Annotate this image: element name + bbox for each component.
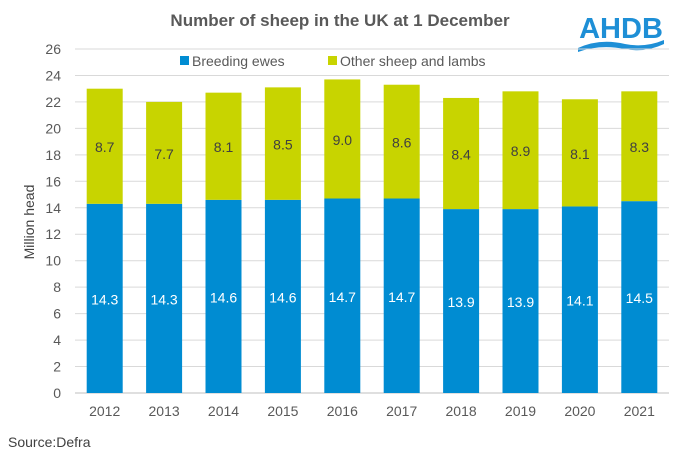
legend-breeding-ewes-swatch [180,56,189,65]
logo-text: AHDB [579,13,663,45]
data-label: 8.3 [630,139,650,155]
data-label: 8.5 [273,137,293,153]
bar-breeding-ewes-2020 [561,206,598,393]
data-label: 14.1 [566,293,593,309]
bar-other-sheep-2016 [324,79,361,199]
x-tick-label: 2021 [624,403,655,419]
y-tick-label: 2 [53,359,61,375]
x-tick-label: 2020 [564,403,595,419]
legend-breeding-ewes-label: Breeding ewes [192,53,285,69]
data-label: 14.3 [91,291,118,307]
y-tick-label: 0 [53,385,61,401]
x-tick-label: 2018 [446,403,477,419]
data-label: 8.9 [511,143,531,159]
legend-other-sheep-label: Other sheep and lambs [340,53,486,69]
bar-breeding-ewes-2019 [502,209,539,393]
data-label: 8.1 [570,146,590,162]
bar-other-sheep-2018 [443,97,480,210]
y-tick-label: 20 [45,120,61,136]
bar-other-sheep-2020 [561,99,598,207]
data-label: 13.9 [507,294,534,310]
legend-other-sheep-swatch [328,56,337,65]
y-tick-label: 14 [45,200,61,216]
bar-other-sheep-2014 [205,92,242,200]
y-tick-label: 24 [45,67,61,83]
bar-breeding-ewes-2016 [324,198,361,393]
bar-breeding-ewes-2021 [621,201,658,393]
bar-breeding-ewes-2013 [146,203,183,393]
bar-other-sheep-2015 [264,87,301,200]
chart-title: Number of sheep in the UK at 1 December [170,11,510,30]
bar-breeding-ewes-2018 [443,209,480,393]
bar-breeding-ewes-2014 [205,199,242,393]
bar-other-sheep-2013 [146,101,183,204]
data-label: 14.6 [210,289,237,305]
y-axis-label: Million head [21,185,37,260]
y-tick-label: 22 [45,94,61,110]
data-label: 14.5 [626,290,653,306]
data-label: 8.7 [95,139,115,155]
bar-breeding-ewes-2012 [86,203,123,393]
bar-breeding-ewes-2015 [264,199,301,393]
data-label: 14.7 [388,289,415,305]
data-label: 8.1 [214,139,234,155]
y-tick-label: 10 [45,253,61,269]
y-tick-label: 6 [53,306,61,322]
x-tick-label: 2014 [208,403,239,419]
y-tick-label: 26 [45,41,61,57]
data-label: 7.7 [154,146,174,162]
y-tick-label: 18 [45,147,61,163]
data-label: 13.9 [447,294,474,310]
y-tick-label: 8 [53,279,61,295]
y-tick-label: 4 [53,332,61,348]
bar-other-sheep-2019 [502,91,539,210]
bar-other-sheep-2012 [86,88,123,204]
data-label: 8.4 [451,147,471,163]
y-tick-label: 12 [45,226,61,242]
x-tick-label: 2019 [505,403,536,419]
bar-other-sheep-2017 [383,84,420,199]
x-tick-label: 2015 [267,403,298,419]
x-tick-label: 2013 [149,403,180,419]
y-tick-label: 16 [45,173,61,189]
bar-other-sheep-2021 [621,91,658,202]
data-label: 9.0 [333,132,353,148]
bar-breeding-ewes-2017 [383,198,420,393]
x-tick-label: 2017 [386,403,417,419]
data-label: 14.7 [329,289,356,305]
source-note: Source:Defra [8,434,91,450]
data-label: 14.3 [150,291,177,307]
x-tick-label: 2016 [327,403,358,419]
data-label: 14.6 [269,289,296,305]
data-label: 8.6 [392,135,412,151]
x-tick-label: 2012 [89,403,120,419]
ahdb-logo: AHDB [578,13,664,52]
